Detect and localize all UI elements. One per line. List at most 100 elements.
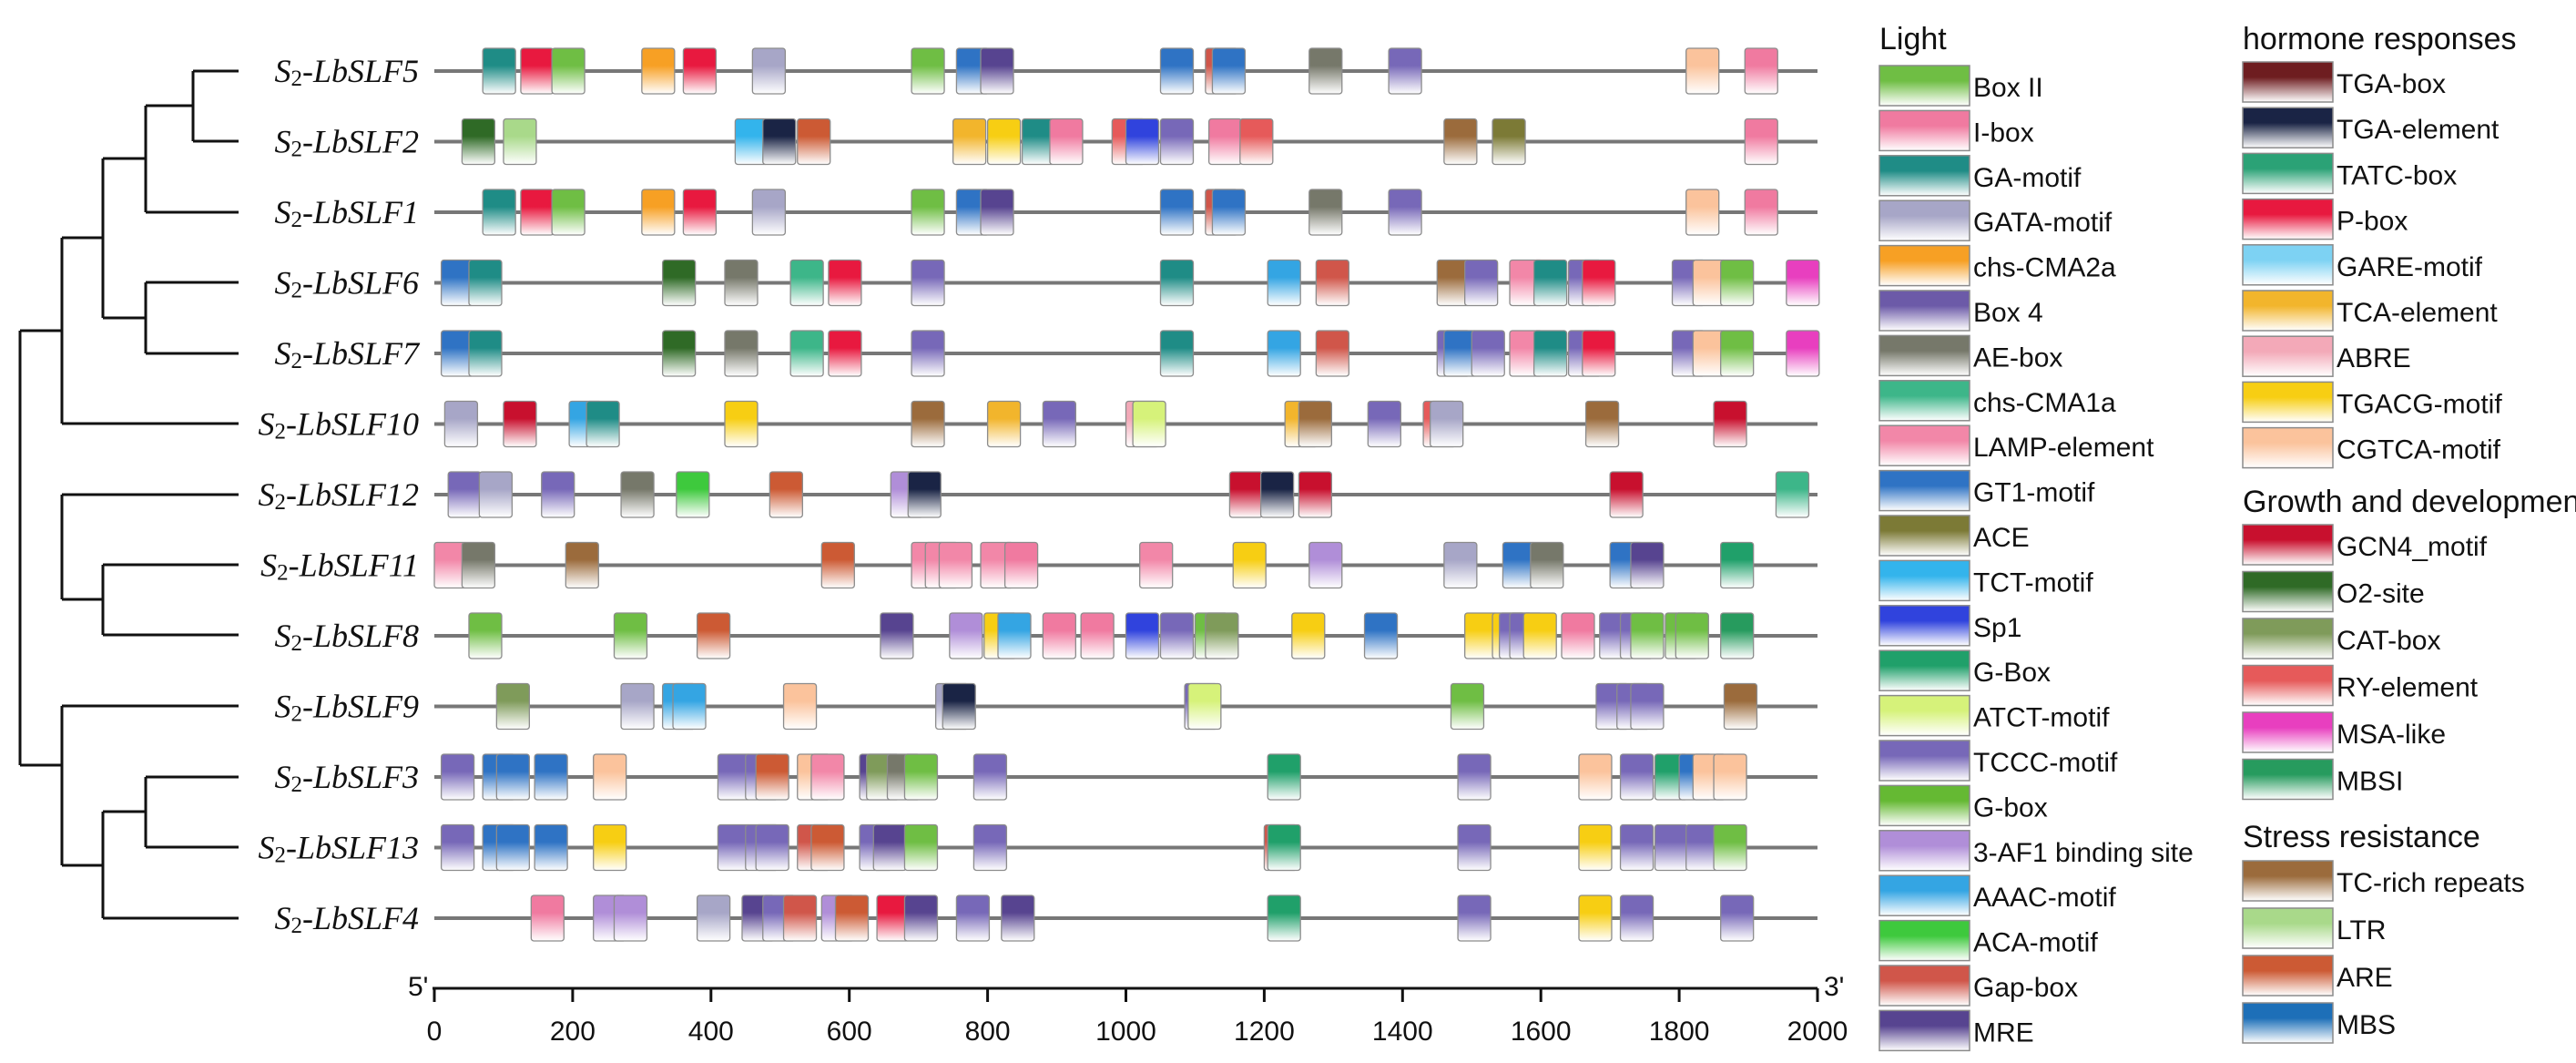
legend-heading-light: Light bbox=[1879, 22, 1947, 56]
element-p-box bbox=[1582, 330, 1616, 377]
element-gt1-motif bbox=[1159, 47, 1195, 95]
legend-item-o2-site: O2-site bbox=[2242, 570, 2425, 613]
element-tga-element bbox=[1259, 471, 1295, 518]
legend-item-tgacg-motif: TGACG-motif bbox=[2242, 381, 2502, 424]
element-3-af1-binding-site bbox=[1308, 541, 1343, 589]
element-tgacg-motif bbox=[1291, 612, 1326, 659]
element-mre bbox=[1630, 541, 1665, 589]
element-atct-motif bbox=[1187, 682, 1222, 731]
gene-label-name: -LbSLF2 bbox=[302, 124, 419, 160]
legend-swatch-p-box bbox=[2242, 198, 2334, 240]
element-gata-motif bbox=[443, 400, 479, 448]
legend-label-aaac-motif: AAAC-motif bbox=[1973, 883, 2116, 913]
tree-node-a bbox=[144, 104, 193, 212]
gene-label-prefix: S bbox=[274, 265, 290, 302]
gene-label: S2-LbSLF13 bbox=[258, 830, 419, 868]
gene-row-s2-lbslf12: S2-LbSLF12 bbox=[258, 471, 1817, 518]
legend-swatch-ace bbox=[1879, 515, 1970, 557]
gene-label: S2-LbSLF9 bbox=[274, 689, 419, 727]
element-ga-motif bbox=[482, 47, 516, 95]
legend-label-g-box: G-box bbox=[1973, 792, 2048, 823]
element-i-box bbox=[530, 894, 565, 942]
element-lamp-element bbox=[938, 541, 973, 589]
legend-swatch-ltr bbox=[2242, 907, 2334, 949]
element-tccc-motif bbox=[911, 259, 945, 307]
legend-item-sp1: Sp1 bbox=[1879, 605, 2021, 647]
gene-label-prefix: S bbox=[274, 900, 290, 936]
element-box-ii bbox=[911, 189, 945, 236]
element-cat-box bbox=[1205, 612, 1239, 659]
legend-item-tccc-motif: TCCC-motif bbox=[1879, 740, 2118, 782]
legend-item-tct-motif: TCT-motif bbox=[1879, 559, 2093, 602]
legend-label-tca-element: TCA-element bbox=[2337, 298, 2498, 328]
legend-label-gata-motif: GATA-motif bbox=[1973, 208, 2113, 238]
legend-swatch-ry-element bbox=[2242, 664, 2334, 707]
legend-label-sp1: Sp1 bbox=[1973, 613, 2021, 643]
legend-item-aca-motif: ACA-motif bbox=[1879, 919, 2098, 962]
legend-label-tccc-motif: TCCC-motif bbox=[1973, 748, 2118, 778]
legend-item-g-box: G-box bbox=[1879, 784, 2048, 827]
element-cgtca-motif bbox=[593, 753, 627, 801]
gene-label-prefix: S bbox=[258, 406, 274, 443]
legend-swatch-gt1-motif bbox=[1879, 469, 1970, 512]
element-ga-motif bbox=[1159, 259, 1195, 307]
element-are bbox=[797, 118, 831, 166]
gene-label-sub: 2 bbox=[274, 843, 286, 868]
gene-row-s2-lbslf6: S2-LbSLF6 bbox=[274, 259, 1820, 307]
gene-label-prefix: S bbox=[274, 689, 290, 725]
element-ltr bbox=[503, 118, 537, 166]
legend-swatch-tgacg-motif bbox=[2242, 381, 2334, 424]
element-tc-rich-repeats bbox=[1443, 118, 1478, 166]
element-are bbox=[834, 894, 870, 942]
element-ga-motif bbox=[1159, 330, 1195, 377]
element-aaac-motif bbox=[1267, 259, 1301, 307]
element-gata-motif bbox=[696, 894, 731, 942]
legend-swatch-chs-cma2a bbox=[1879, 244, 1970, 287]
element-tccc-motif bbox=[1619, 894, 1655, 942]
legend-label-3-af1-binding-site: 3-AF1 binding site bbox=[1973, 838, 2194, 868]
element-chs-cma2a bbox=[641, 189, 676, 236]
legend-label-are: ARE bbox=[2337, 963, 2393, 993]
legend-swatch-tccc-motif bbox=[1879, 740, 1970, 782]
gene-row-s2-lbslf4: S2-LbSLF4 bbox=[274, 894, 1817, 942]
element-g-box bbox=[1267, 753, 1301, 801]
legend-swatch-sp1 bbox=[1879, 605, 1970, 647]
element-tccc-motif bbox=[1388, 189, 1422, 236]
element-ga-motif bbox=[468, 259, 503, 307]
gene-label-name: -LbSLF3 bbox=[302, 759, 419, 795]
element-tccc-motif bbox=[755, 823, 789, 872]
gene-label-prefix: S bbox=[274, 335, 290, 372]
element-tccc-motif bbox=[541, 471, 575, 518]
gene-label-name: -LbSLF11 bbox=[289, 547, 419, 584]
legend: Light hormone responses Growth and devel… bbox=[1879, 22, 2576, 1052]
gene-label: S2-LbSLF10 bbox=[258, 406, 419, 445]
legend-item-msa-like: MSA-like bbox=[2242, 711, 2446, 753]
element-gap-box bbox=[1315, 330, 1350, 377]
gene-label: S2-LbSLF11 bbox=[260, 547, 419, 586]
element-gt1-motif bbox=[1363, 612, 1399, 659]
element-gcn4-motif bbox=[503, 400, 537, 448]
element-tccc-motif bbox=[1388, 47, 1422, 95]
legend-swatch-msa-like bbox=[2242, 711, 2334, 753]
legend-item-chs-cma2a: chs-CMA2a bbox=[1879, 244, 2116, 287]
legend-swatch-ga-motif bbox=[1879, 155, 1970, 197]
legend-label-ae-box: AE-box bbox=[1973, 342, 2062, 373]
legend-label-gap-box: Gap-box bbox=[1973, 973, 2078, 1003]
legend-swatch-gap-box bbox=[1879, 965, 1970, 1007]
legend-swatch-atct-motif bbox=[1879, 694, 1970, 737]
tree-node-b bbox=[101, 157, 146, 320]
legend-label-cgtca-motif: CGTCA-motif bbox=[2337, 435, 2501, 465]
gene-label: S2-LbSLF3 bbox=[274, 759, 419, 797]
element-tccc-motif bbox=[1630, 682, 1665, 731]
legend-swatch-o2-site bbox=[2242, 570, 2334, 613]
element-o2-site bbox=[661, 259, 697, 307]
legend-item-gcn4-motif: GCN4_motif bbox=[2242, 524, 2488, 566]
gene-row-s2-lbslf11: S2-LbSLF11 bbox=[260, 541, 1817, 589]
element-are bbox=[820, 541, 855, 589]
element-cgtca-motif bbox=[1578, 753, 1613, 801]
legend-label-g-box: G-Box bbox=[1973, 658, 2051, 688]
legend-item-ltr: LTR bbox=[2242, 907, 2386, 949]
element-p-box bbox=[520, 47, 555, 95]
element-p-box bbox=[682, 189, 718, 236]
element-cgtca-motif bbox=[1713, 753, 1747, 801]
